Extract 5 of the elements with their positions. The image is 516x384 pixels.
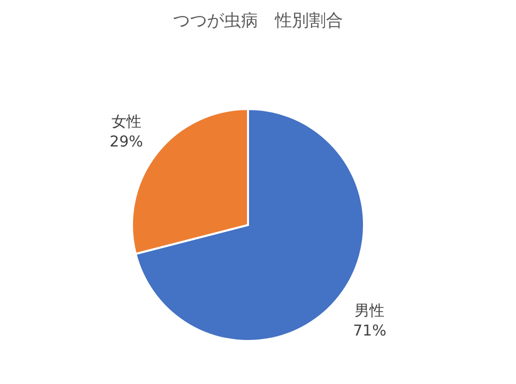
data-label: 71% [353,321,386,340]
data-label: 29% [110,132,143,151]
slice-label: 男性 [354,301,385,320]
slice-label: 女性 [111,112,142,131]
chart-title: つつが虫病 性別割合 [173,11,343,31]
